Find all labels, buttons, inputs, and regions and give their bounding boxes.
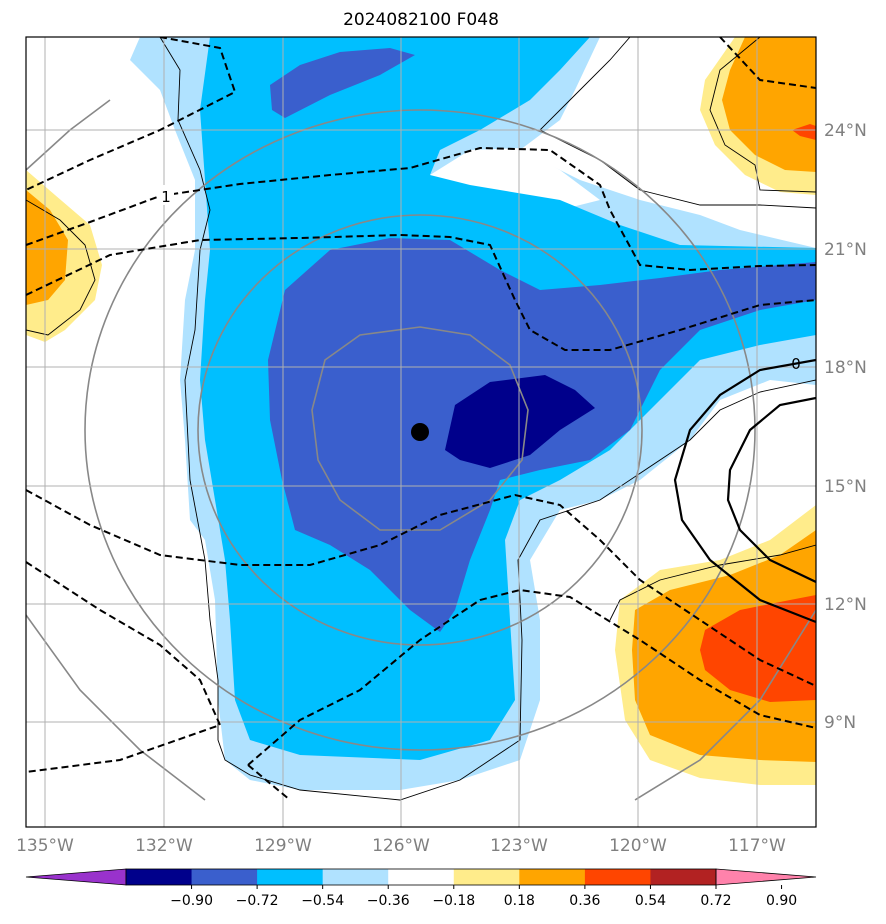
range-ring-inner <box>311 326 529 531</box>
range-ring-lower-left <box>26 614 206 801</box>
colorbar-tick-label: 0.54 <box>635 893 666 909</box>
anomaly-fill-orange-w <box>26 190 68 305</box>
range-ring-lower-right <box>634 609 816 801</box>
colorbar-tick-label: −0.36 <box>367 893 410 909</box>
colorbar-extend-high <box>715 868 817 886</box>
lat-label: 24°N <box>824 121 867 141</box>
colorbar-cell <box>650 869 717 885</box>
colorbar-cell <box>322 869 389 885</box>
dashed-contour-top-left <box>26 37 237 191</box>
colorbar-frame <box>125 868 717 886</box>
anomaly-fill-red-se <box>700 595 816 702</box>
solid-contour-inner <box>726 396 816 583</box>
lon-label: 126°W <box>372 836 430 856</box>
colorbar-cell <box>126 869 193 885</box>
lon-label: 123°W <box>490 836 548 856</box>
lat-label: 21°N <box>824 240 867 260</box>
anomaly-fill-navy <box>445 375 595 468</box>
colorbar-tick-label: −0.18 <box>432 893 475 909</box>
colorbar-cells <box>25 868 817 886</box>
thin-contours <box>26 37 816 801</box>
range-ring-outer <box>84 109 756 751</box>
colorbar-extend-low <box>25 868 127 886</box>
dashed-contour-se-bottom <box>247 764 291 801</box>
map-frame <box>25 36 817 828</box>
lat-label: 18°N <box>824 358 867 378</box>
lon-label: 135°W <box>16 836 74 856</box>
dashed-contours <box>26 37 816 801</box>
lon-label: 117°W <box>728 836 786 856</box>
colorbar-cell <box>453 869 520 885</box>
solid-contours <box>673 358 816 624</box>
colorbar-tick-label: −0.72 <box>236 893 279 909</box>
dashed-contour-southeast <box>247 588 816 766</box>
solid-contour-outer <box>673 358 816 624</box>
colorbar-tick-label: 0.90 <box>766 893 797 909</box>
anomaly-fill-red-ne <box>792 124 816 140</box>
colorbar: −0.90 −0.72 −0.54 −0.36 −0.18 0.18 0.36 0.54 0.7… <box>25 868 817 909</box>
colorbar-tick-label: 0.18 <box>504 893 535 909</box>
contour-label-1: 1 <box>161 188 171 206</box>
lat-label: 9°N <box>824 713 856 733</box>
lon-label: 132°W <box>135 836 193 856</box>
contour-label-bg-1 <box>158 185 174 205</box>
lon-label: 129°W <box>254 836 312 856</box>
lat-label: 12°N <box>824 595 867 615</box>
colorbar-cell <box>257 869 324 885</box>
figure-title: 2024082100 F048 <box>343 10 499 30</box>
storm-center-marker <box>411 423 429 441</box>
colorbar-cell <box>191 869 258 885</box>
dashed-contour-south <box>26 489 816 687</box>
lon-label: 120°W <box>609 836 667 856</box>
contour-label-0: 0 <box>791 355 801 373</box>
colorbar-tick-label: −0.90 <box>170 893 213 909</box>
range-rings <box>26 99 816 801</box>
dashed-contour-southwest <box>26 561 222 773</box>
range-ring-middle <box>197 214 643 646</box>
colorbar-ticks: −0.90 −0.72 −0.54 −0.36 −0.18 0.18 0.36 0.54 0.7… <box>170 885 797 909</box>
colorbar-cell <box>519 869 586 885</box>
colorbar-cell <box>388 869 455 885</box>
map-area: 1 0 <box>26 37 816 827</box>
colorbar-cell <box>584 869 651 885</box>
latitude-labels: 24°N 21°N 18°N 15°N 12°N 9°N <box>824 121 867 733</box>
lat-label: 15°N <box>824 477 867 497</box>
longitude-labels: 135°W 132°W 129°W 126°W 123°W 120°W 117°… <box>16 836 786 856</box>
anomaly-fill-orange-ne <box>722 37 816 172</box>
colorbar-tick-label: −0.54 <box>301 893 344 909</box>
colorbar-tick-label: 0.36 <box>569 893 600 909</box>
dashed-contour-mid <box>26 233 816 351</box>
colorbar-tick-label: 0.72 <box>700 893 731 909</box>
dashed-contour-ne <box>719 37 816 89</box>
anomaly-fill-dark-blue-north <box>270 48 415 118</box>
